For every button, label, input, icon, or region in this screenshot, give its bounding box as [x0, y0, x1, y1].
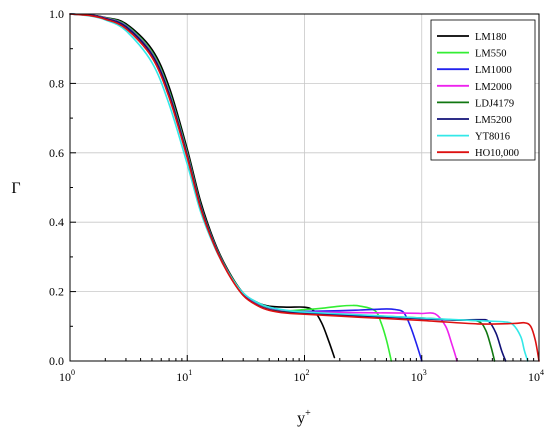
- legend-label: LM2000: [475, 82, 512, 93]
- x-tick-label: 101: [176, 368, 192, 384]
- legend: LM180 LM550 LM1000 LM2000 LDJ4179 LM5200 YT801…: [430, 19, 536, 161]
- x-tick-label: 100: [59, 368, 75, 384]
- x-tick-label: 103: [411, 368, 427, 384]
- x-tick-labels: 100 101 102 103 104: [59, 368, 544, 384]
- x-tick-label: 104: [528, 368, 544, 384]
- y-tick-label: 1.0: [49, 7, 64, 21]
- legend-label: LDJ4179: [475, 98, 514, 109]
- series-lines: [69, 13, 540, 362]
- legend-label: YT8016: [475, 132, 510, 143]
- grid: [70, 14, 539, 361]
- legend-label: LM550: [475, 49, 507, 60]
- y-tick-label: 0.6: [49, 146, 64, 160]
- legend-label: LM5200: [475, 115, 512, 126]
- y-tick-label: 0.2: [49, 285, 64, 299]
- y-tick-labels: 0.0 0.2 0.4 0.6 0.8 1.0: [49, 7, 64, 368]
- y-tick-label: 0.0: [49, 354, 64, 368]
- series-line-ho10000: [69, 13, 540, 362]
- series-line-lm1000: [69, 13, 423, 362]
- legend-box: [430, 19, 536, 161]
- y-axis-label: Γ: [11, 180, 20, 197]
- axis-ticks: [69, 13, 540, 362]
- series-line-lm550: [69, 13, 393, 362]
- legend-label: LM1000: [475, 65, 512, 76]
- series-line-lm180: [69, 13, 336, 359]
- x-axis-label: y+: [297, 408, 311, 427]
- x-axis-label-superscript: +: [305, 408, 311, 419]
- legend-label: LM180: [475, 32, 507, 43]
- y-tick-label: 0.4: [49, 215, 64, 229]
- series-line-yt8016: [69, 13, 529, 362]
- legend-label: HO10,000: [475, 148, 519, 159]
- y-tick-label: 0.8: [49, 76, 64, 90]
- x-tick-label: 102: [294, 368, 310, 384]
